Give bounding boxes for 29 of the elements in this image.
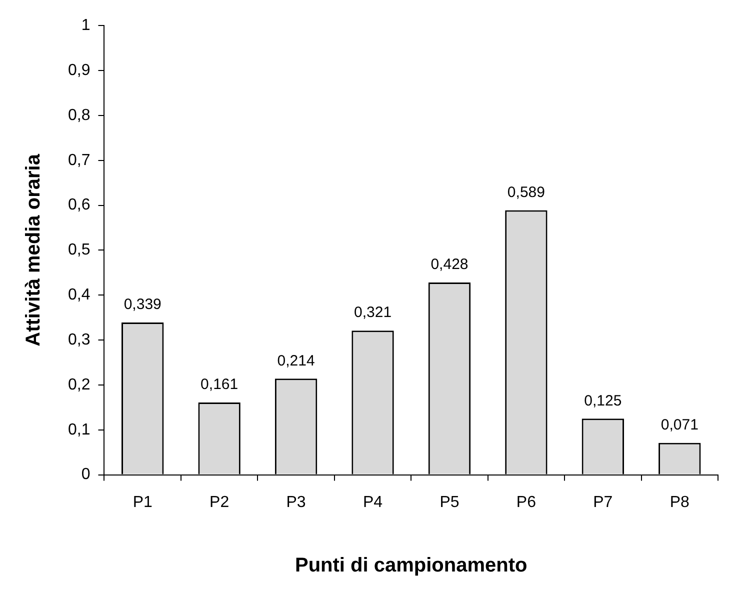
data-label: 0,125 xyxy=(584,392,622,410)
y-tick-label: 0,4 xyxy=(68,286,90,304)
data-label: 0,161 xyxy=(200,376,238,394)
data-label: 0,321 xyxy=(354,304,392,322)
x-tick-label: P7 xyxy=(593,494,613,511)
x-tick-label: P3 xyxy=(286,494,306,511)
x-tick-label: P5 xyxy=(440,494,460,511)
x-axis-title: Punti di campionamento xyxy=(294,554,528,577)
y-tick-label: 1 xyxy=(81,17,90,34)
y-tick-label: 0,3 xyxy=(68,331,90,348)
y-tick-label: 0,8 xyxy=(68,106,90,124)
data-label: 0,339 xyxy=(124,296,162,314)
data-label: 0,214 xyxy=(277,352,315,370)
data-label: 0,589 xyxy=(507,184,545,201)
x-tick-label: P1 xyxy=(132,494,152,511)
y-tick-label: 0,6 xyxy=(68,196,90,214)
x-tick-label: P6 xyxy=(516,494,536,511)
x-tick-label: P4 xyxy=(362,494,383,511)
y-axis-title: Attività media oraria xyxy=(22,153,45,346)
y-tick-label: 0 xyxy=(81,466,90,484)
y-tick-label: 0,2 xyxy=(68,376,90,394)
y-tick-label: 0,9 xyxy=(68,62,90,79)
y-tick-label: 0,5 xyxy=(68,242,90,259)
y-tick-label: 0,7 xyxy=(68,152,90,169)
y-tick-label: 0,1 xyxy=(68,421,90,438)
x-tick-label: P2 xyxy=(210,494,230,511)
data-label: 0,428 xyxy=(430,256,468,274)
x-tick-label: P8 xyxy=(670,494,690,511)
data-label: 0,071 xyxy=(660,416,698,434)
